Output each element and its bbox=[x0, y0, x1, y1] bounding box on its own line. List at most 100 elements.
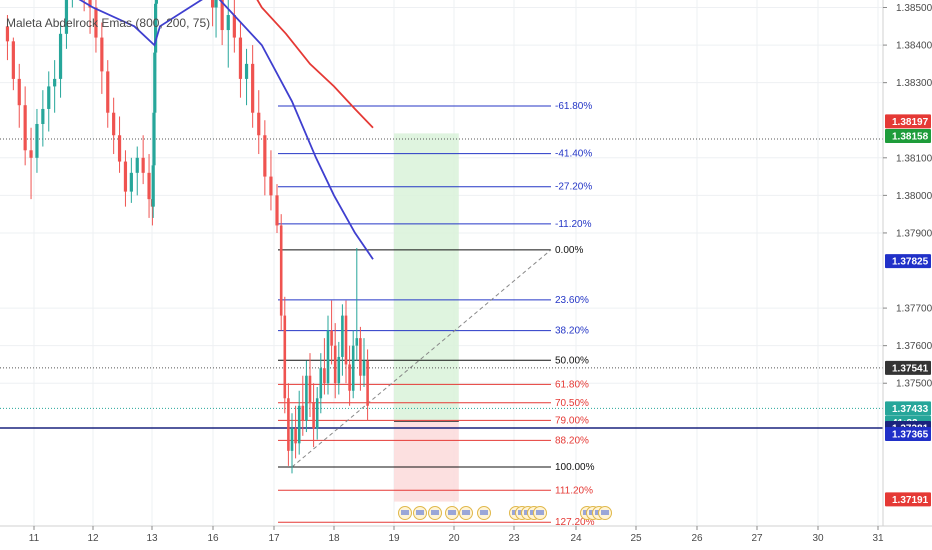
time-tick-label: 18 bbox=[328, 533, 340, 544]
ema-lines bbox=[78, 0, 374, 260]
candle-body bbox=[153, 52, 157, 113]
price-badge[interactable] bbox=[885, 360, 931, 375]
economic-events[interactable] bbox=[398, 506, 612, 520]
candle-body bbox=[100, 37, 104, 72]
time-axis[interactable]: 11 12 13 16 17 18 19 20 23 24 25 26 27 30 31 bbox=[0, 525, 932, 550]
candle-body bbox=[315, 398, 319, 429]
candle-body bbox=[211, 0, 215, 8]
price-badge[interactable] bbox=[885, 492, 931, 507]
fib-level-label: 70.50% bbox=[555, 398, 589, 409]
price-badge-label: 1.38158 bbox=[892, 132, 929, 143]
price-badge-label: 1.37433 bbox=[892, 404, 929, 415]
candle-body bbox=[244, 63, 249, 79]
candle-body bbox=[323, 368, 326, 384]
event-flag-band bbox=[416, 510, 424, 515]
fib-level-label: 79.00% bbox=[555, 415, 589, 426]
fibonacci-retracement[interactable]: -61.80% -41.40% -27.20% -11.20% 0.00% 23.60% 3… bbox=[278, 101, 595, 528]
price-tick-label: 1.37700 bbox=[896, 304, 932, 315]
candle-body bbox=[220, 0, 224, 31]
candle-body bbox=[94, 7, 98, 38]
time-tick-label: 17 bbox=[268, 533, 280, 544]
candle-body bbox=[351, 345, 355, 391]
candle-body bbox=[294, 428, 297, 444]
fib-level-label: 100.00% bbox=[555, 462, 595, 473]
candle-body bbox=[359, 338, 362, 376]
ema-200-line bbox=[78, 0, 374, 260]
fib-level-label: 111.20% bbox=[555, 485, 593, 496]
price-badge[interactable] bbox=[885, 129, 931, 144]
time-tick-label: 25 bbox=[630, 533, 642, 544]
candle-body bbox=[154, 0, 158, 4]
candle-body bbox=[29, 150, 33, 158]
candle-body bbox=[305, 375, 308, 421]
candle-body bbox=[232, 15, 236, 38]
candle-body bbox=[135, 157, 139, 173]
price-badge[interactable] bbox=[885, 254, 931, 269]
fib-level-label: 88.20% bbox=[555, 435, 589, 446]
candle-body bbox=[117, 135, 122, 162]
stop-loss-zone[interactable] bbox=[394, 421, 459, 502]
candle-body bbox=[297, 405, 301, 444]
price-tick-label: 1.38400 bbox=[896, 41, 932, 52]
price-badge-label: 1.38197 bbox=[892, 117, 929, 128]
indicator-legend[interactable]: Maleta Abdelrock Emas (800, 200, 75) bbox=[6, 16, 211, 30]
candle-body bbox=[287, 398, 290, 451]
candle-body bbox=[5, 26, 10, 42]
time-tick-label: 11 bbox=[29, 533, 40, 544]
candle-body bbox=[279, 225, 283, 316]
price-axis[interactable]: 1.38500 1.38400 1.38300 1.38100 1.38000 1.379… bbox=[882, 0, 932, 526]
price-tick-label: 1.37900 bbox=[896, 228, 932, 239]
candle-body bbox=[112, 112, 116, 136]
time-tick-label: 20 bbox=[448, 533, 460, 544]
candle-body bbox=[301, 405, 305, 421]
price-badge-label: 1.37541 bbox=[892, 363, 929, 374]
candle-body bbox=[275, 195, 279, 226]
time-tick-label: 12 bbox=[87, 533, 99, 544]
candle-body bbox=[366, 360, 369, 406]
candlestick-series bbox=[5, 0, 369, 474]
price-badge-label: 1.37825 bbox=[892, 257, 929, 268]
candle-body bbox=[308, 375, 312, 403]
candle-body bbox=[226, 15, 230, 31]
event-flag-band bbox=[448, 510, 456, 515]
candle-body bbox=[344, 315, 348, 365]
candle-body bbox=[129, 172, 133, 192]
fib-level-label: 38.20% bbox=[555, 326, 589, 337]
time-tick-label: 16 bbox=[207, 533, 219, 544]
candle-body bbox=[23, 105, 27, 151]
price-tick-label: 1.38000 bbox=[896, 191, 932, 202]
price-badge[interactable] bbox=[885, 426, 931, 441]
fib-trend-line[interactable] bbox=[291, 249, 552, 468]
candle-body bbox=[348, 364, 351, 391]
event-flag-band bbox=[431, 510, 439, 515]
candle-body bbox=[47, 86, 51, 109]
candle-body bbox=[251, 63, 255, 113]
price-badge-label: 1.37191 bbox=[892, 495, 929, 506]
fib-level-label: -41.40% bbox=[555, 149, 592, 160]
fib-level-label: -11.20% bbox=[555, 219, 592, 230]
fib-level-label: -27.20% bbox=[555, 182, 592, 193]
candle-body bbox=[319, 368, 323, 399]
price-badge[interactable] bbox=[885, 114, 931, 129]
long-profit-zone[interactable] bbox=[394, 133, 459, 422]
candle-body bbox=[151, 165, 155, 207]
time-tick-label: 30 bbox=[812, 533, 824, 544]
time-tick-label: 27 bbox=[751, 533, 763, 544]
price-tick-label: 1.38300 bbox=[896, 78, 932, 89]
horizontal-lines[interactable] bbox=[0, 138, 883, 429]
price-badge[interactable] bbox=[885, 401, 931, 416]
candle-body bbox=[362, 360, 366, 376]
position-tool[interactable] bbox=[394, 133, 459, 502]
candle-body bbox=[17, 78, 21, 106]
candle-body bbox=[337, 356, 341, 384]
ema-800-line bbox=[256, 0, 374, 129]
candle-body bbox=[238, 37, 243, 79]
event-flag-band bbox=[401, 510, 409, 515]
candle-body bbox=[290, 428, 294, 451]
candle-body bbox=[154, 3, 158, 53]
fib-level-label: 61.80% bbox=[555, 379, 589, 390]
price-tick-label: 1.37500 bbox=[896, 379, 932, 390]
candle-body bbox=[123, 161, 128, 192]
time-tick-label: 23 bbox=[508, 533, 520, 544]
